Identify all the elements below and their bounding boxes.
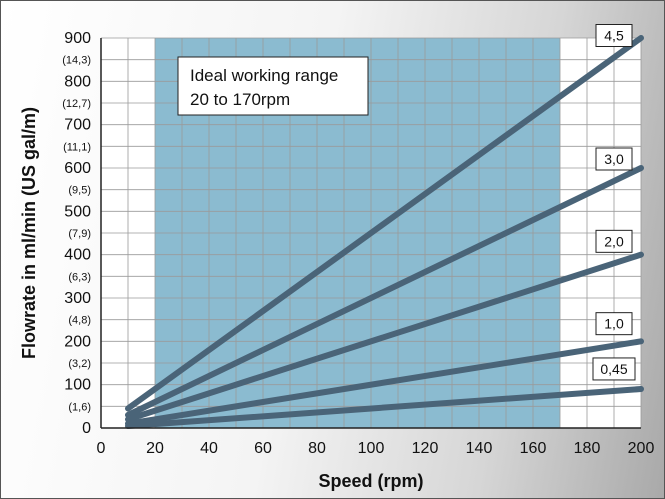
series-label: 0,45 <box>600 361 627 377</box>
y-tick-label: 700 <box>64 117 91 134</box>
series-label-box <box>592 357 636 381</box>
y-tick-sublabel: (7,9) <box>68 228 91 240</box>
y-tick-label: 200 <box>64 333 91 350</box>
y-tick-label: 400 <box>64 247 91 264</box>
annotation-line-2: 20 to 170rpm <box>190 90 290 109</box>
y-tick-labels: 900 (14,3) 800 (12,7) 700 (11,1) 600 (9,5) 500 (7… <box>62 30 91 437</box>
x-tick-label: 200 <box>628 440 655 457</box>
series-line <box>125 35 644 412</box>
x-tick-label: 0 <box>97 440 106 457</box>
y-tick-label: 900 <box>64 30 91 47</box>
x-tick-label: 100 <box>358 440 385 457</box>
x-tick-label: 180 <box>574 440 601 457</box>
y-tick-label: 500 <box>64 203 91 220</box>
series-labels: 4,5 3,0 2,0 1,0 0,45 <box>592 24 636 381</box>
series-label: 3,0 <box>604 151 624 167</box>
series-label: 4,5 <box>604 28 624 44</box>
y-tick-label: 800 <box>64 73 91 90</box>
x-tick-label: 140 <box>466 440 493 457</box>
y-tick-label: 100 <box>64 377 91 394</box>
y-tick-sublabel: (3,2) <box>68 358 91 370</box>
y-tick-sublabel: (4,8) <box>68 315 91 327</box>
x-tick-labels: 0 20 40 60 80 100 120 140 160 180 200 <box>97 440 655 457</box>
y-tick-sublabel: (11,1) <box>63 141 91 153</box>
y-tick-sublabel: (9,5) <box>68 185 91 197</box>
x-tick-label: 20 <box>146 440 164 457</box>
y-tick-label: 0 <box>82 420 91 437</box>
y-tick-sublabel: (1,6) <box>68 401 91 413</box>
y-tick-label: 300 <box>64 290 91 307</box>
series-label-box <box>595 147 633 171</box>
y-tick-label: 600 <box>64 160 91 177</box>
x-tick-label: 160 <box>520 440 547 457</box>
series-line <box>125 338 644 427</box>
series-line <box>125 251 644 423</box>
x-tick-label: 60 <box>254 440 272 457</box>
x-tick-label: 80 <box>308 440 326 457</box>
x-tick-label: 120 <box>412 440 439 457</box>
y-tick-sublabel: (6,3) <box>68 271 91 283</box>
y-tick-sublabel: (14,3) <box>62 55 91 67</box>
series-line <box>125 165 644 418</box>
series-label-box <box>595 24 633 47</box>
series-label-box <box>595 229 633 253</box>
annotation-line-1: Ideal working range <box>190 66 338 85</box>
x-tick-label: 40 <box>200 440 218 457</box>
y-tick-sublabel: (12,7) <box>62 98 91 110</box>
y-axis-title: Flowrate in ml/min (US gal/m) <box>19 107 39 359</box>
series-label: 1,0 <box>604 316 624 332</box>
series-label: 2,0 <box>604 233 624 249</box>
series-label-box <box>595 312 633 336</box>
series-line <box>125 386 644 430</box>
series-lines <box>125 35 644 430</box>
annotation-box: Ideal working range 20 to 170rpm <box>177 56 369 116</box>
x-axis-title: Speed (rpm) <box>318 471 423 491</box>
